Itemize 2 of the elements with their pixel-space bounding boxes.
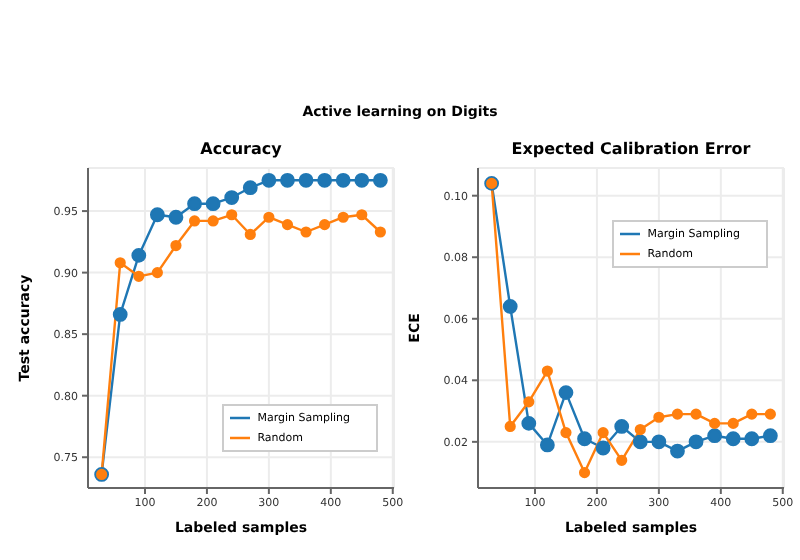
- chart-title: Accuracy: [198, 140, 284, 162]
- chart-title: Expected Calibration Error: [509, 140, 753, 162]
